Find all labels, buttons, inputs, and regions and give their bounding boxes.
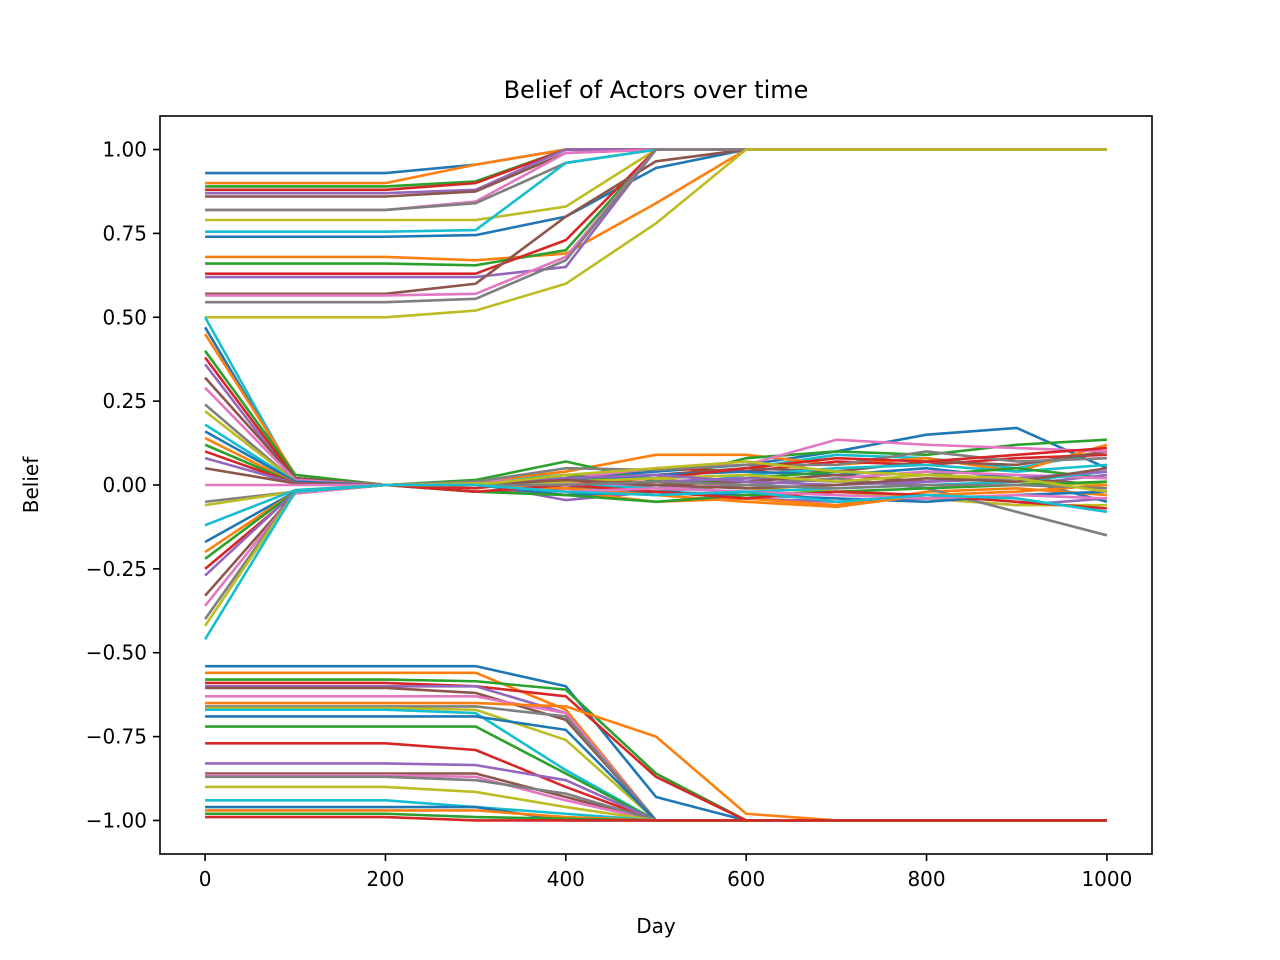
y-axis-ticks: −1.00 −0.75 −0.50 −0.25 0.00 0.25 0.50 0.75 1.00 <box>86 138 160 832</box>
series-line-19 <box>205 148 1107 319</box>
y-tick-label: 0.50 <box>102 305 147 329</box>
y-tick-label: 1.00 <box>102 138 147 162</box>
x-tick-label: 1000 <box>1081 867 1132 891</box>
y-tick-label: 0.25 <box>102 389 147 413</box>
y-tick-label: −0.50 <box>86 641 147 665</box>
y-tick-label: 0.00 <box>102 473 147 497</box>
y-tick-label: −0.75 <box>86 725 147 749</box>
x-tick-label: 200 <box>366 867 404 891</box>
series-line-74 <box>205 815 1107 822</box>
chart-title: Belief of Actors over time <box>504 76 809 104</box>
series-lines <box>203 148 1108 822</box>
x-tick-label: 0 <box>199 867 212 891</box>
y-axis-title: Belief <box>19 456 43 513</box>
x-tick-label: 600 <box>727 867 765 891</box>
x-tick-label: 800 <box>907 867 945 891</box>
x-axis-ticks: 0 200 400 600 800 1000 <box>199 854 1132 891</box>
x-axis-title: Day <box>636 914 676 938</box>
y-tick-label: 0.75 <box>102 221 147 245</box>
y-tick-label: −0.25 <box>86 557 147 581</box>
x-tick-label: 400 <box>547 867 585 891</box>
y-tick-label: −1.00 <box>86 808 147 832</box>
series-line-50 <box>203 483 1108 640</box>
